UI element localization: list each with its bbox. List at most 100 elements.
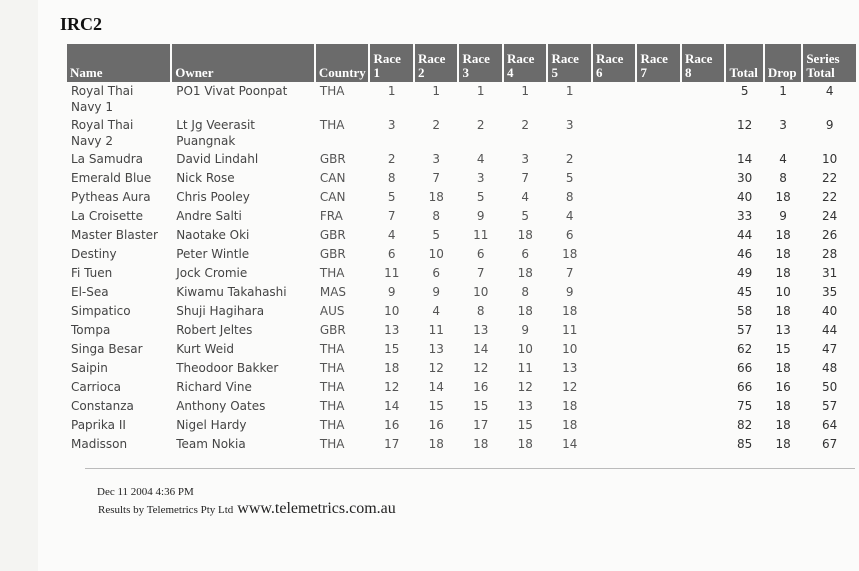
empty-cell (682, 397, 725, 416)
print-date: Dec 11 2004 4:36 PM (97, 486, 194, 498)
drop: 18 (775, 399, 791, 413)
result-row: Emerald Blue Nick Rose CAN 8 7 3 7 5 30 8 22 (67, 169, 856, 188)
column-header: Race 4 (503, 44, 547, 82)
drop: 3 (779, 118, 787, 132)
empty-cell (682, 378, 725, 397)
series-total: 26 (822, 228, 838, 242)
drop: 18 (775, 228, 791, 242)
boat-name: Carrioca (71, 380, 122, 394)
boat-name: La Samudra (71, 152, 144, 166)
race-place: 10 (384, 304, 400, 318)
owner: Team Nokia (176, 437, 246, 451)
race-place: 7 (521, 171, 530, 185)
country: FRA (319, 209, 343, 223)
race-place: 5 (432, 228, 441, 242)
race-place: 13 (384, 323, 400, 337)
empty-cell (593, 226, 636, 245)
empty-cell (682, 340, 725, 359)
race-place: 5 (476, 190, 485, 204)
owner: Anthony Oates (176, 399, 266, 413)
boat-name: Constanza (71, 399, 134, 413)
empty-cell (637, 245, 680, 264)
boat-name: Destiny (71, 247, 117, 261)
column-header: Owner (172, 44, 314, 82)
boat-name: Royal Thai Navy 2 (71, 118, 134, 148)
race-place: 18 (428, 190, 444, 204)
total: 14 (737, 152, 753, 166)
race-place: 2 (521, 118, 530, 132)
result-row: Royal Thai Navy 2 Lt Jg Veerasit Puangnak… (67, 116, 856, 150)
race-place: 1 (476, 84, 485, 98)
result-row: Tompa Robert Jeltes GBR 13 11 13 9 11 57 13 44 (67, 321, 856, 340)
race-place: 18 (562, 418, 578, 432)
column-header: Drop (764, 44, 802, 82)
empty-cell (682, 264, 725, 283)
empty-cell (637, 378, 680, 397)
race-place: 16 (384, 418, 400, 432)
race-place: 4 (521, 190, 530, 204)
column-header: Series Total (803, 44, 856, 82)
empty-cell (593, 150, 636, 169)
drop: 4 (779, 152, 787, 166)
race-place: 14 (562, 437, 578, 451)
empty-cell (682, 150, 725, 169)
race-place: 1 (387, 84, 396, 98)
result-row: Singa Besar Kurt Weid THA 15 13 14 10 10 62 15 47 (67, 340, 856, 359)
race-place: 3 (521, 152, 530, 166)
result-row: Saipin Theodoor Bakker THA 18 12 12 11 13 66 18 48 (67, 359, 856, 378)
race-place: 18 (562, 247, 578, 261)
country: GBR (319, 247, 346, 261)
empty-cell (593, 82, 636, 116)
result-row: Carrioca Richard Vine THA 12 14 16 12 12 66 16 50 (67, 378, 856, 397)
boat-name: Fi Tuen (71, 266, 113, 280)
empty-cell (593, 169, 636, 188)
owner: Nick Rose (176, 171, 235, 185)
column-header: Race 8 (681, 44, 725, 82)
race-place: 11 (562, 323, 578, 337)
race-place: 16 (428, 418, 444, 432)
series-total: 35 (822, 285, 838, 299)
total: 66 (737, 361, 753, 375)
series-total: 50 (822, 380, 838, 394)
race-place: 8 (476, 304, 485, 318)
race-place: 9 (387, 285, 396, 299)
drop: 13 (775, 323, 791, 337)
race-place: 3 (565, 118, 574, 132)
drop: 18 (775, 190, 791, 204)
series-total: 64 (822, 418, 838, 432)
total: 49 (737, 266, 753, 280)
series-total: 10 (822, 152, 838, 166)
empty-cell (682, 321, 725, 340)
table-body: Royal Thai Navy 1 PO1 Vivat Poonpat THA 1 1 1… (67, 82, 856, 454)
country: THA (319, 84, 345, 98)
owner: Shuji Hagihara (176, 304, 265, 318)
boat-name: La Croisette (71, 209, 144, 223)
drop: 10 (775, 285, 791, 299)
owner: Richard Vine (176, 380, 252, 394)
race-place: 15 (428, 399, 444, 413)
race-place: 8 (432, 209, 441, 223)
race-place: 17 (384, 437, 400, 451)
empty-cell (593, 245, 636, 264)
race-place: 12 (562, 380, 578, 394)
result-row: Royal Thai Navy 1 PO1 Vivat Poonpat THA 1 1 1… (67, 82, 856, 116)
race-place: 15 (473, 399, 489, 413)
empty-cell (637, 150, 680, 169)
country: GBR (319, 323, 346, 337)
race-place: 10 (562, 342, 578, 356)
column-header: Race 5 (548, 44, 591, 82)
total: 46 (737, 247, 753, 261)
race-place: 8 (521, 285, 530, 299)
race-place: 5 (387, 190, 396, 204)
race-place: 11 (428, 323, 444, 337)
boat-name: El-Sea (71, 285, 109, 299)
race-place: 8 (565, 190, 574, 204)
race-place: 18 (517, 437, 533, 451)
empty-cell (682, 359, 725, 378)
country: MAS (319, 285, 347, 299)
owner: David Lindahl (176, 152, 259, 166)
drop: 15 (775, 342, 791, 356)
race-place: 15 (517, 418, 533, 432)
total: 12 (737, 118, 753, 132)
